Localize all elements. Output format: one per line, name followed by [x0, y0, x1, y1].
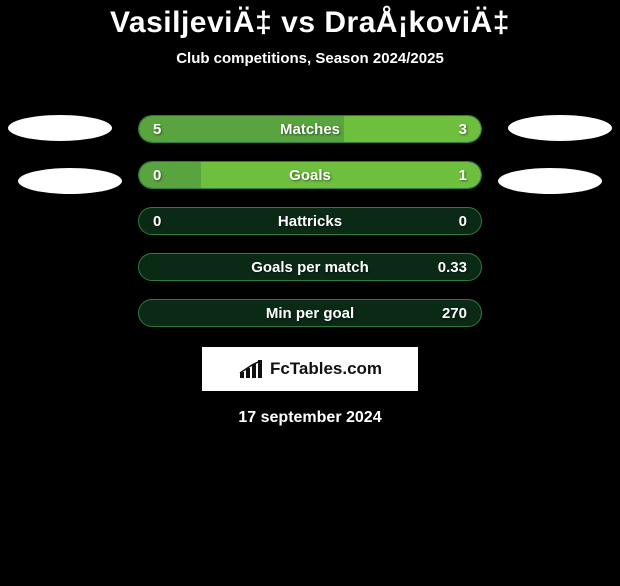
stat-label: Min per goal — [139, 305, 481, 322]
stat-row: 5Matches3 — [138, 115, 482, 143]
stat-row: 0Goals1 — [138, 161, 482, 189]
logo: FcTables.com — [238, 358, 382, 380]
player-left-ellipse-2 — [18, 168, 122, 194]
date-text: 17 september 2024 — [0, 409, 620, 427]
stat-value-right: 270 — [442, 305, 481, 322]
logo-bars-icon — [238, 358, 264, 380]
stats-block: 5Matches30Goals10Hattricks0Goals per mat… — [0, 115, 620, 327]
stat-value-right: 3 — [459, 121, 481, 138]
player-right-ellipse-1 — [508, 115, 612, 141]
stat-value-right: 0.33 — [438, 259, 481, 276]
page-title: VasiljeviÄ‡ vs DraÅ¡koviÄ‡ — [0, 6, 620, 40]
logo-text: FcTables.com — [270, 359, 382, 379]
stat-label: Hattricks — [139, 213, 481, 230]
stat-row: Min per goal270 — [138, 299, 482, 327]
page-subtitle: Club competitions, Season 2024/2025 — [0, 50, 620, 67]
stat-row: 0Hattricks0 — [138, 207, 482, 235]
stat-label: Goals — [139, 167, 481, 184]
stat-value-right: 0 — [459, 213, 481, 230]
stat-label: Goals per match — [139, 259, 481, 276]
player-right-ellipse-2 — [498, 168, 602, 194]
stat-label: Matches — [139, 121, 481, 138]
stat-value-right: 1 — [459, 167, 481, 184]
logo-box: FcTables.com — [202, 347, 418, 391]
stat-row: Goals per match0.33 — [138, 253, 482, 281]
player-left-ellipse-1 — [8, 115, 112, 141]
